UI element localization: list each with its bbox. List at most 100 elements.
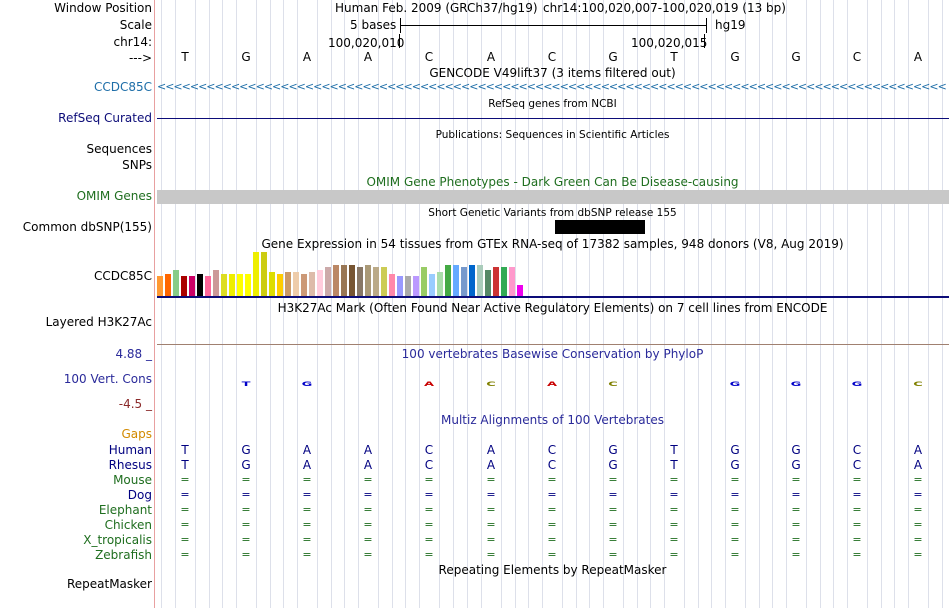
- gtex-tissue-bar[interactable]: [461, 267, 467, 296]
- gtex-tissue-bar[interactable]: [285, 272, 291, 296]
- gtex-tissue-bar[interactable]: [421, 267, 427, 296]
- gtex-tissue-bar[interactable]: [477, 265, 483, 296]
- gtex-tissue-bar[interactable]: [293, 272, 299, 296]
- alignment-cell: =: [669, 518, 679, 531]
- track-label-sequences[interactable]: Sequences: [86, 142, 152, 156]
- track-label-gtex[interactable]: CCDC85C: [93, 269, 152, 283]
- gtex-tissue-bar[interactable]: [237, 274, 243, 296]
- alignment-cell: T: [181, 443, 189, 457]
- gtex-tissue-bar[interactable]: [493, 267, 499, 296]
- assembly-name: Human Feb. 2009 (GRCh37/hg19): [335, 1, 538, 15]
- gtex-tissue-bar[interactable]: [349, 265, 355, 296]
- alignment-cell: G: [608, 443, 618, 457]
- gtex-tissue-bar[interactable]: [365, 265, 371, 296]
- omim-gene-bar[interactable]: [157, 190, 949, 204]
- gtex-tissue-bar[interactable]: [253, 252, 259, 296]
- gtex-tissue-bar[interactable]: [429, 274, 435, 296]
- gtex-tissue-bar[interactable]: [437, 272, 443, 296]
- gtex-tissue-bar[interactable]: [405, 276, 411, 296]
- position-readout: chr14:100,020,007-100,020,019 (13 bp): [543, 1, 786, 15]
- alignment-cell: A: [486, 443, 496, 457]
- alignment-cell: =: [424, 488, 434, 501]
- gtex-tissue-bar[interactable]: [261, 252, 267, 296]
- gtex-tissue-bar[interactable]: [413, 276, 419, 296]
- alignment-cell: T: [181, 458, 189, 472]
- alignment-cell: =: [241, 518, 251, 531]
- base-letter: C: [852, 50, 862, 64]
- track-label-snps[interactable]: SNPs: [122, 158, 152, 172]
- gtex-tissue-bar[interactable]: [269, 272, 275, 296]
- gtex-tissue-bar[interactable]: [509, 267, 515, 296]
- alignment-cell: A: [913, 458, 923, 472]
- gtex-tissue-bar[interactable]: [229, 274, 235, 296]
- gtex-tissue-bar[interactable]: [357, 267, 363, 296]
- alignment-cell: G: [241, 443, 251, 457]
- gtex-tissue-bar[interactable]: [173, 270, 179, 296]
- alignment-cell: =: [363, 533, 373, 546]
- gtex-tissue-bar[interactable]: [157, 276, 163, 296]
- gtex-tissue-bar[interactable]: [309, 272, 315, 296]
- refseq-gene-line[interactable]: [157, 118, 949, 119]
- base-letter: G: [730, 50, 740, 64]
- track-label-phylop[interactable]: 100 Vert. Cons: [63, 372, 152, 386]
- gtex-tissue-bar[interactable]: [453, 265, 459, 296]
- track-label-gencode[interactable]: CCDC85C: [93, 80, 152, 94]
- gencode-gene-strand-arrows[interactable]: <<<<<<<<<<<<<<<<<<<<<<<<<<<<<<<<<<<<<<<<…: [157, 80, 947, 93]
- gtex-expression-bars[interactable]: [157, 252, 537, 296]
- alignment-cell: =: [913, 548, 923, 561]
- alignment-cell: =: [913, 488, 923, 501]
- alignment-cell: =: [669, 533, 679, 546]
- track-label-gaps[interactable]: Gaps: [121, 427, 152, 441]
- track-label-refseq[interactable]: RefSeq Curated: [58, 111, 152, 125]
- species-label: Chicken: [104, 518, 152, 532]
- gtex-tissue-bar[interactable]: [181, 276, 187, 296]
- gtex-tissue-bar[interactable]: [197, 274, 203, 296]
- alignment-cell: =: [608, 548, 618, 561]
- alignment-cell: =: [730, 548, 740, 561]
- phylop-base: G: [301, 381, 313, 388]
- alignment-cell: G: [730, 443, 740, 457]
- gtex-tissue-bar[interactable]: [501, 267, 507, 296]
- alignment-cell: =: [363, 488, 373, 501]
- gtex-tissue-bar[interactable]: [189, 276, 195, 296]
- dbsnp-variant-block[interactable]: [555, 220, 645, 234]
- track-label-h3k27ac[interactable]: Layered H3K27Ac: [45, 315, 152, 329]
- gtex-tissue-bar[interactable]: [517, 285, 523, 296]
- gtex-tissue-bar[interactable]: [213, 270, 219, 296]
- alignment-cell: A: [302, 443, 312, 457]
- alignment-cell: G: [241, 458, 251, 472]
- phylop-base: C: [913, 381, 923, 388]
- track-label-repeatmasker[interactable]: RepeatMasker: [66, 577, 152, 591]
- gtex-tissue-bar[interactable]: [341, 265, 347, 296]
- gtex-tissue-bar[interactable]: [277, 274, 283, 296]
- track-label-dbsnp[interactable]: Common dbSNP(155): [22, 220, 152, 234]
- gtex-tissue-bar[interactable]: [333, 265, 339, 296]
- gtex-tissue-bar[interactable]: [397, 276, 403, 296]
- gtex-tissue-bar[interactable]: [469, 265, 475, 296]
- alignment-cell: G: [791, 443, 801, 457]
- alignment-cell: =: [180, 548, 190, 561]
- alignment-cell: =: [608, 533, 618, 546]
- species-label: Elephant: [98, 503, 152, 517]
- gtex-tissue-bar[interactable]: [245, 274, 251, 296]
- gtex-tissue-bar[interactable]: [205, 276, 211, 296]
- alignment-cell: =: [730, 503, 740, 516]
- gtex-tissue-bar[interactable]: [221, 274, 227, 296]
- chrom-label: chr14:: [113, 35, 152, 49]
- gtex-tissue-bar[interactable]: [445, 265, 451, 296]
- gtex-tissue-bar[interactable]: [381, 267, 387, 296]
- gtex-tissue-bar[interactable]: [389, 274, 395, 296]
- alignment-cell: =: [730, 473, 740, 486]
- gtex-tissue-bar[interactable]: [301, 274, 307, 296]
- gtex-tissue-bar[interactable]: [325, 267, 331, 296]
- track-label-omim[interactable]: OMIM Genes: [76, 189, 152, 203]
- phylop-base: G: [729, 381, 741, 388]
- base-letter: C: [547, 50, 557, 64]
- gtex-tissue-bar[interactable]: [485, 270, 491, 296]
- gtex-tissue-bar[interactable]: [165, 274, 171, 296]
- phylop-base: G: [790, 381, 802, 388]
- gtex-tissue-bar[interactable]: [317, 270, 323, 296]
- gtex-tissue-bar[interactable]: [373, 267, 379, 296]
